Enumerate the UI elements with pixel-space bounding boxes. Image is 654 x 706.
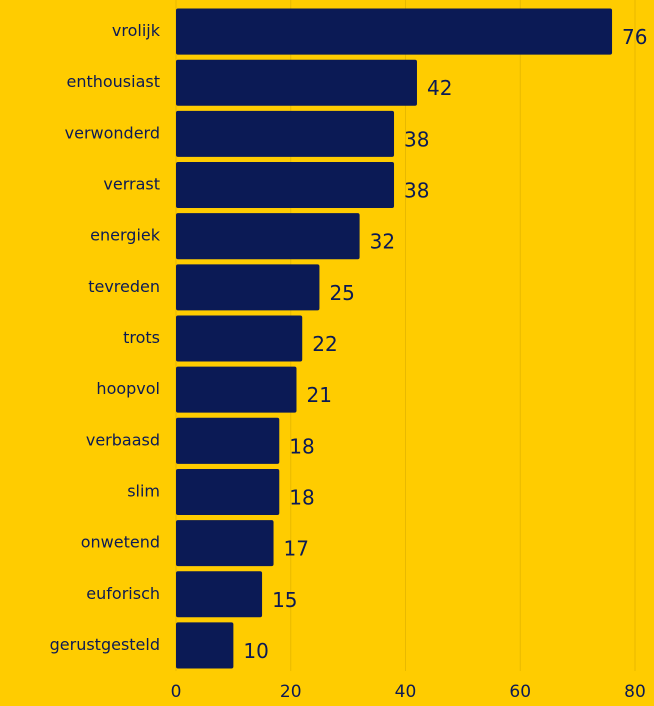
bar [176, 622, 234, 669]
value-label: 38 [404, 127, 429, 151]
x-tick-label: 20 [280, 682, 302, 702]
value-label: 76 [622, 25, 647, 49]
x-tick-label: 0 [171, 682, 182, 702]
bar [176, 264, 320, 311]
value-label: 38 [404, 179, 429, 203]
bar [176, 468, 280, 515]
bar [176, 315, 303, 362]
value-label: 18 [289, 485, 314, 509]
value-label: 17 [284, 537, 309, 561]
y-tick-label: tevreden [88, 277, 160, 296]
y-tick-label: trots [123, 328, 160, 347]
bar [176, 366, 297, 413]
y-tick-label: slim [127, 481, 160, 500]
bar [176, 571, 263, 618]
value-label: 15 [272, 588, 297, 612]
y-tick-label: hoopvol [96, 379, 160, 398]
y-tick-label: verbaasd [86, 430, 160, 449]
bar [176, 417, 280, 464]
x-tick-label: 40 [395, 682, 417, 702]
value-label: 25 [329, 281, 354, 305]
y-tick-label: euforisch [86, 584, 160, 603]
y-tick-label: verrast [103, 175, 160, 194]
y-tick-label: energiek [90, 226, 161, 245]
value-label: 32 [370, 230, 395, 254]
value-label: 10 [243, 639, 268, 663]
x-tick-label: 80 [624, 682, 646, 702]
y-tick-label: verwonderd [65, 123, 160, 142]
value-label: 18 [289, 434, 314, 458]
y-tick-label: gerustgesteld [50, 635, 160, 654]
y-tick-label: onwetend [81, 533, 160, 552]
y-tick-label: enthousiast [66, 72, 160, 91]
x-tick-label: 60 [509, 682, 531, 702]
bar [176, 520, 274, 567]
value-label: 22 [312, 332, 337, 356]
bar [176, 110, 395, 157]
bar [176, 59, 417, 106]
bar [176, 162, 395, 209]
y-tick-label: vrolijk [112, 21, 161, 40]
bar [176, 8, 613, 55]
value-label: 21 [306, 383, 331, 407]
bar [176, 213, 360, 260]
value-label: 42 [427, 76, 452, 100]
